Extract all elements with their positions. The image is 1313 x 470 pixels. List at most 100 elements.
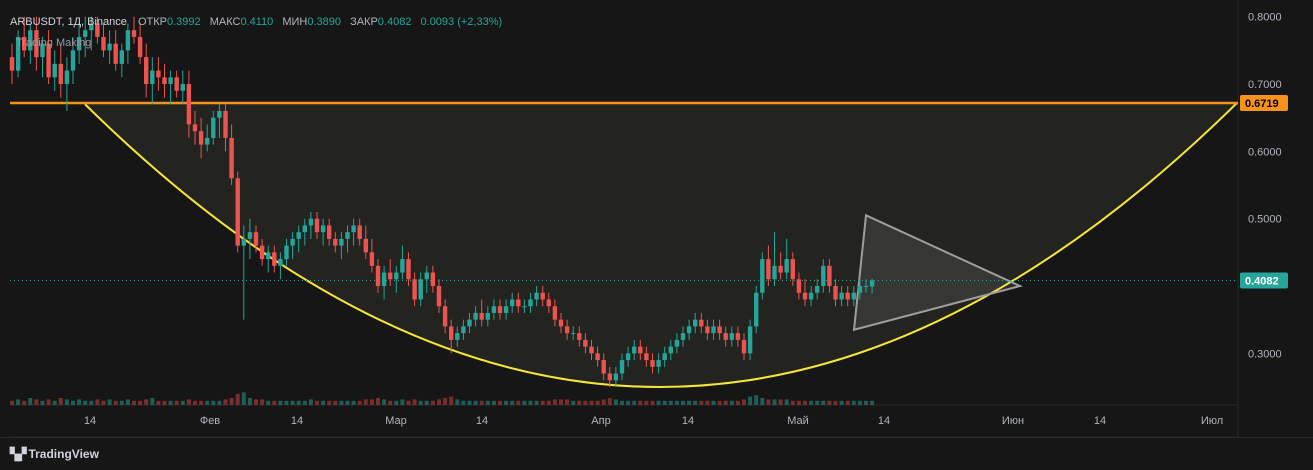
- candle-body: [705, 326, 710, 334]
- time-tick-label: Апр: [591, 415, 610, 427]
- price-tick-label: 0.3000: [1248, 348, 1282, 360]
- candle-body: [442, 306, 448, 327]
- candle-body: [723, 333, 728, 340]
- price-tick-label: 0.6000: [1248, 146, 1282, 158]
- candle-body: [327, 225, 332, 239]
- volume-bar: [363, 399, 368, 405]
- candle-body: [412, 279, 417, 300]
- volume-bar: [650, 400, 655, 405]
- volume-bar: [522, 400, 527, 405]
- triangle-pattern[interactable]: [852, 213, 1023, 332]
- price-tick-label: 0.8000: [1248, 12, 1282, 24]
- candle-body: [15, 36, 21, 71]
- candle-body: [290, 238, 295, 246]
- candles: [9, 16, 875, 387]
- candle-body: [754, 292, 759, 327]
- candle-body: [668, 346, 673, 354]
- candle-body: [131, 30, 137, 37]
- volume-bar: [845, 400, 850, 405]
- candle-body: [235, 178, 240, 246]
- candle-body: [845, 292, 850, 300]
- candle-body: [467, 319, 472, 327]
- cup-pattern[interactable]: [84, 102, 1238, 388]
- volume-bar: [315, 400, 319, 405]
- candle-body: [479, 312, 484, 320]
- volume-bar: [644, 400, 649, 405]
- volume-bar: [302, 400, 307, 405]
- candle-body: [851, 292, 856, 300]
- time-tick-label: 14: [476, 415, 488, 427]
- time-tick-label: Мар: [385, 415, 407, 427]
- volume-bar: [668, 400, 673, 405]
- footer-bar: ▚▞ TradingView: [0, 437, 1313, 470]
- time-tick-label: Май: [787, 415, 809, 427]
- candle-body: [656, 360, 661, 367]
- volume-bar: [235, 393, 240, 405]
- time-axis[interactable]: 14 Фев 14 Мар 14 Апр 14 Май 14 Июн 14 Июл: [84, 415, 1223, 427]
- volume-bar: [217, 400, 222, 405]
- volume-bar: [772, 399, 777, 405]
- volume-bar: [357, 400, 362, 405]
- candle-body: [229, 137, 234, 179]
- price-tick-label: 0.7000: [1248, 79, 1282, 91]
- candle-body: [778, 265, 783, 273]
- volume-bar: [571, 400, 576, 405]
- candle-body: [9, 57, 15, 71]
- volume-bar: [394, 400, 399, 405]
- volume-bar: [552, 399, 557, 405]
- tradingview-logo[interactable]: ▚▞ TradingView: [10, 447, 99, 461]
- candle-body: [833, 286, 838, 300]
- candle-body: [863, 286, 869, 288]
- volume-bar: [406, 400, 411, 405]
- candle-body: [808, 292, 814, 300]
- candle-body: [760, 259, 765, 293]
- candle-body: [174, 77, 179, 91]
- volume-bar: [851, 400, 856, 405]
- candle-body: [64, 70, 70, 85]
- volume-bar: [467, 400, 472, 405]
- candle-body: [168, 77, 173, 85]
- candle-body: [296, 232, 301, 239]
- candle-body: [357, 225, 362, 239]
- volume-bar: [864, 400, 868, 405]
- candle-body: [650, 360, 655, 367]
- time-tick-label: Фев: [200, 415, 220, 427]
- volume-bar: [34, 399, 39, 405]
- symbol-label: ARBUSDT, 1Д, Binance: [10, 16, 127, 28]
- volume-bar: [656, 400, 661, 405]
- volume-bar: [180, 400, 185, 405]
- candle-body: [333, 238, 338, 246]
- volume-bar: [479, 400, 484, 405]
- candle-body: [540, 292, 545, 300]
- volume-bar: [278, 400, 283, 405]
- triangle-shape: [852, 213, 1023, 332]
- volume-bar: [168, 400, 173, 405]
- candle-body: [558, 319, 564, 327]
- volume-bar: [132, 400, 136, 405]
- candle-body: [583, 339, 588, 347]
- price-axis[interactable]: 0.8000 0.7000 0.6000 0.5000 0.3000 0.6719 0.40…: [1239, 0, 1313, 437]
- ohlc-legend: ARBUSDT, 1Д, Binance ОТКР0.3992 МАКС0.41…: [10, 16, 508, 28]
- candle-body: [564, 326, 570, 334]
- volume-bar: [760, 398, 765, 405]
- volume-bar: [583, 400, 588, 405]
- candle-body: [272, 252, 277, 266]
- time-tick-label: 14: [682, 415, 694, 427]
- volume-bar: [778, 399, 783, 405]
- volume-bar: [412, 399, 417, 405]
- candle-body: [46, 43, 51, 78]
- candle-body: [198, 131, 204, 145]
- candle-body: [869, 280, 875, 287]
- volume-bar: [559, 399, 563, 405]
- candle-body: [802, 292, 808, 300]
- resistance-line[interactable]: [10, 101, 1238, 281]
- candle-body: [22, 36, 27, 51]
- candle-body: [662, 353, 667, 361]
- volume-bar: [577, 400, 582, 405]
- candle-body: [302, 225, 307, 233]
- cup-curve: [84, 102, 1238, 388]
- volume-bar: [589, 400, 594, 405]
- close-label: ЗАКР: [350, 16, 378, 28]
